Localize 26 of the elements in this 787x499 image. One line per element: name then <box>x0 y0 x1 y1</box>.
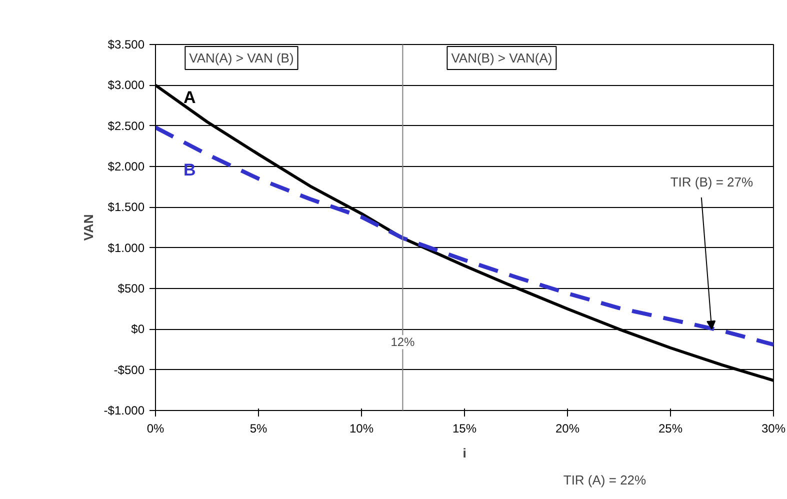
y-tick-label: $1.000 <box>108 240 145 255</box>
x-tick-label: 20% <box>555 422 580 436</box>
y-tick-label: $2.000 <box>108 160 145 174</box>
x-tick-label: 5% <box>250 422 268 436</box>
y-tick-label: $0 <box>131 322 145 336</box>
x-tick-label: 15% <box>452 422 477 436</box>
annotation: VAN(A) > VAN (B) <box>189 50 294 66</box>
y-tick-label: -$1.000 <box>104 404 145 418</box>
y-tick-label: $3.500 <box>108 38 145 52</box>
ref-line-label: 12% <box>390 335 416 350</box>
x-tick-label: 10% <box>349 422 374 436</box>
series-label: A <box>184 88 196 108</box>
x-tick-label: 30% <box>761 422 786 436</box>
y-tick-label: $1.500 <box>108 200 145 214</box>
x-tick-label: 0% <box>146 422 164 436</box>
text: TIR (A) = 22% <box>563 472 647 488</box>
x-tick-label: 25% <box>658 422 683 436</box>
annotation: TIR (B) = 27% <box>670 174 754 190</box>
y-tick-label: $2.500 <box>108 118 145 133</box>
y-tick-label: $500 <box>118 282 145 296</box>
line-series <box>156 125 774 347</box>
x-axis-title: i <box>462 446 466 460</box>
y-tick-label: -$500 <box>114 362 145 377</box>
annotation: VAN(B) > VAN(A) <box>451 50 552 66</box>
y-tick-label: $3.000 <box>108 78 145 92</box>
y-axis-title: VAN <box>80 214 96 241</box>
